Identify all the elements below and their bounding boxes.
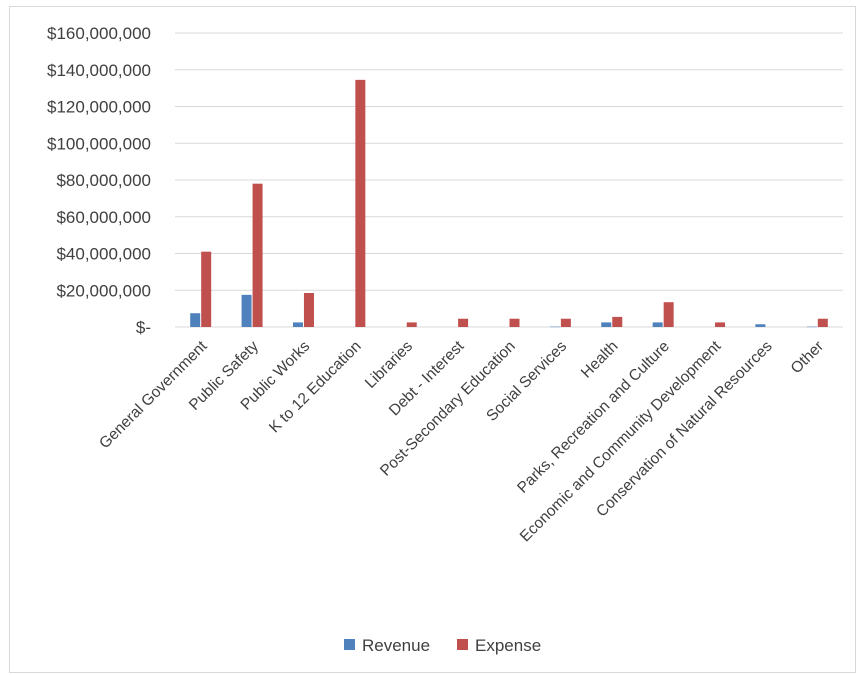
expense-bar bbox=[252, 183, 263, 327]
revenue-bar bbox=[549, 326, 560, 328]
expense-bar bbox=[663, 302, 674, 327]
legend-swatch-revenue bbox=[344, 639, 355, 650]
revenue-bar bbox=[190, 313, 201, 327]
y-tick-label: $100,000,000 bbox=[47, 134, 151, 153]
y-axis-tick-labels: $- $20,000,000 $40,000,000 $60,000,000 $80,0… bbox=[47, 24, 151, 337]
y-tick-label: $60,000,000 bbox=[56, 208, 151, 227]
expense-bar bbox=[509, 318, 520, 327]
category-label: Health bbox=[578, 338, 622, 382]
legend-label-revenue: Revenue bbox=[362, 636, 430, 655]
expense-bar bbox=[560, 318, 571, 327]
revenue-bar bbox=[241, 294, 252, 327]
expense-bar bbox=[458, 318, 469, 327]
expense-bar bbox=[817, 318, 828, 327]
y-tick-label: $40,000,000 bbox=[56, 245, 151, 264]
category-label: Libraries bbox=[362, 338, 416, 392]
chart-area bbox=[9, 6, 856, 673]
revenue-bar bbox=[755, 324, 766, 327]
bars bbox=[190, 79, 828, 328]
expense-bar bbox=[612, 316, 623, 327]
y-tick-label: $140,000,000 bbox=[47, 61, 151, 80]
legend-swatch-expense bbox=[457, 639, 468, 650]
category-label: Other bbox=[788, 338, 827, 377]
legend: Revenue Expense bbox=[344, 636, 541, 655]
y-tick-label: $- bbox=[136, 318, 151, 337]
expense-bar bbox=[406, 322, 417, 327]
revenue-bar bbox=[601, 322, 612, 327]
y-tick-label: $20,000,000 bbox=[56, 281, 151, 300]
y-tick-label: $80,000,000 bbox=[56, 171, 151, 190]
expense-bar bbox=[715, 322, 726, 327]
expense-bar bbox=[303, 293, 314, 327]
legend-label-expense: Expense bbox=[475, 636, 541, 655]
category-label: K to 12 Education bbox=[266, 338, 365, 437]
revenue-bar bbox=[652, 322, 663, 327]
y-tick-label: $120,000,000 bbox=[47, 98, 151, 117]
expense-bar bbox=[355, 79, 366, 327]
gridlines bbox=[175, 32, 843, 328]
revenue-bar bbox=[806, 326, 817, 328]
expense-bar bbox=[201, 251, 212, 327]
revenue-bar bbox=[292, 322, 303, 327]
y-tick-label: $160,000,000 bbox=[47, 24, 151, 43]
